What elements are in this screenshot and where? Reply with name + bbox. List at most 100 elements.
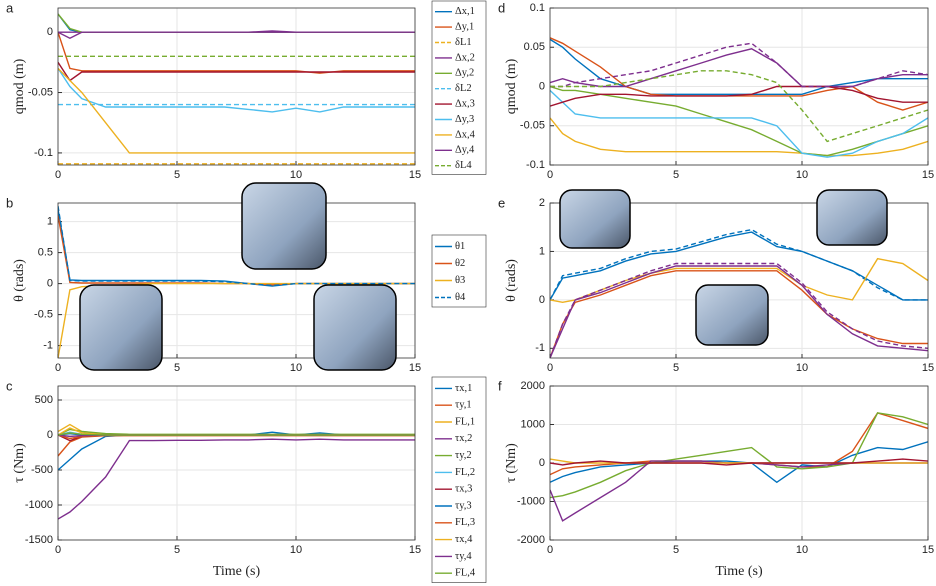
y-tick-label: -2000 xyxy=(517,534,545,546)
panel-label: f xyxy=(498,378,502,393)
panel: 0 5 10 15 -0.1 -0.05 0 a qmod (m) Δx,1 Δy,1 δL1 Δx,2… xyxy=(6,0,486,180)
legend-label: θ2 xyxy=(455,258,465,269)
y-axis-label: qmod (m) xyxy=(504,58,519,114)
y-tick-label: -0.1 xyxy=(34,147,53,159)
y-tick-label: 1000 xyxy=(521,418,545,430)
legend-label: Δx,3 xyxy=(455,99,475,110)
y-tick-label: 0 xyxy=(47,429,53,441)
legend-label: Δy,2 xyxy=(455,68,474,79)
y-tick-label: 1 xyxy=(47,216,53,228)
legend-label: τx,3 xyxy=(455,484,472,495)
x-tick-label: 0 xyxy=(55,169,61,181)
y-tick-label: -1 xyxy=(535,342,545,354)
y-tick-label: 0.05 xyxy=(524,41,545,53)
y-tick-label: 0 xyxy=(539,294,545,306)
legend-label: θ3 xyxy=(455,275,465,286)
legend-label: Δx,2 xyxy=(455,52,475,63)
y-axis-label: τ (Nm) xyxy=(504,443,519,483)
legend-label: δL1 xyxy=(455,37,472,48)
robot-photo xyxy=(80,285,162,370)
figure: 051015-0.1-0.050aqmod (m)Δx,1Δy,1δL1Δx,2… xyxy=(0,0,936,586)
panel-label: b xyxy=(6,195,13,210)
x-tick-label: 10 xyxy=(796,362,808,374)
x-tick-label: 15 xyxy=(922,544,934,556)
panel-label: d xyxy=(498,0,505,15)
x-axis-label: Time (s) xyxy=(213,564,261,579)
y-tick-label: -1000 xyxy=(517,495,545,507)
y-tick-label: 2000 xyxy=(521,380,545,392)
x-tick-label: 15 xyxy=(409,544,421,556)
y-axis-label: τ (Nm) xyxy=(12,443,27,483)
y-tick-label: 500 xyxy=(35,394,53,406)
x-tick-label: 15 xyxy=(409,169,421,181)
legend-label: Δy,3 xyxy=(455,114,474,125)
x-tick-label: 5 xyxy=(673,544,679,556)
legend-label: τy,1 xyxy=(455,400,472,411)
y-tick-label: -0.5 xyxy=(34,309,53,321)
x-tick-label: 0 xyxy=(547,362,553,374)
x-tick-label: 10 xyxy=(796,544,808,556)
legend-label: τx,1 xyxy=(455,383,472,394)
y-tick-label: 0 xyxy=(47,26,53,38)
legend-label: Δy,1 xyxy=(455,22,474,33)
y-tick-label: 1 xyxy=(539,245,545,257)
robot-photo xyxy=(314,285,396,370)
x-tick-label: 5 xyxy=(673,362,679,374)
y-tick-label: 0 xyxy=(539,457,545,469)
y-axis-label: θ (rads) xyxy=(12,259,27,302)
x-tick-label: 0 xyxy=(55,544,61,556)
robot-photo xyxy=(242,183,326,269)
y-tick-label: 0 xyxy=(47,278,53,290)
y-tick-label: -0.1 xyxy=(526,159,545,171)
x-tick-label: 5 xyxy=(673,169,679,181)
robot-photo xyxy=(696,285,768,345)
x-tick-label: 5 xyxy=(174,544,180,556)
legend-label: Δx,4 xyxy=(455,129,476,140)
x-tick-label: 0 xyxy=(547,544,553,556)
y-tick-label: -1 xyxy=(43,340,53,352)
x-tick-label: 10 xyxy=(290,362,302,374)
y-tick-label: -1000 xyxy=(25,499,53,511)
x-axis-label: Time (s) xyxy=(715,564,763,579)
page: {"chart_data": [ {"type": "line", "panel… xyxy=(0,0,936,586)
y-tick-label: -1500 xyxy=(25,534,53,546)
x-tick-label: 10 xyxy=(290,169,302,181)
x-tick-label: 10 xyxy=(290,544,302,556)
panel: 0 5 10 15 -1500 -1000 -500 0 500 c τ (Nm) Time (s) τ… xyxy=(6,377,486,583)
legend-label: δL4 xyxy=(455,160,472,171)
legend-label: FL,1 xyxy=(455,416,475,427)
y-tick-label: -500 xyxy=(31,464,53,476)
legend-label: τy,3 xyxy=(455,500,472,511)
x-tick-label: 10 xyxy=(796,169,808,181)
y-tick-label: -0.05 xyxy=(28,86,53,98)
legend-label: θ1 xyxy=(455,241,465,252)
x-tick-label: 5 xyxy=(174,362,180,374)
legend-label: Δy,4 xyxy=(455,145,475,156)
y-tick-label: 0 xyxy=(539,80,545,92)
x-tick-label: 0 xyxy=(55,362,61,374)
legend-label: FL,3 xyxy=(455,517,475,528)
panel: 0 5 10 15 -2000 -1000 0 1000 2000 f τ (Nm) Time (s) xyxy=(498,378,934,579)
x-tick-label: 15 xyxy=(922,362,934,374)
plot-area xyxy=(58,386,415,540)
x-tick-label: 15 xyxy=(409,362,421,374)
y-tick-label: -0.05 xyxy=(520,120,545,132)
y-tick-label: 0.1 xyxy=(530,2,545,14)
legend-label: τx,2 xyxy=(455,433,472,444)
legend-label: τy,4 xyxy=(455,551,472,562)
legend-label: τx,4 xyxy=(455,534,473,545)
legend-label: FL,4 xyxy=(455,568,476,579)
x-tick-label: 15 xyxy=(922,169,934,181)
legend-label: δL2 xyxy=(455,83,472,94)
panel-label: a xyxy=(6,0,14,15)
panel-label: e xyxy=(498,195,505,210)
legend-label: θ4 xyxy=(455,292,466,303)
legend-label: Δx,1 xyxy=(455,6,475,17)
y-axis-label: qmod (m) xyxy=(12,58,27,114)
robot-photo xyxy=(817,190,887,245)
panel-label: c xyxy=(6,378,13,393)
x-tick-label: 5 xyxy=(174,169,180,181)
legend-label: FL,2 xyxy=(455,467,475,478)
y-tick-label: 0.5 xyxy=(38,247,53,259)
